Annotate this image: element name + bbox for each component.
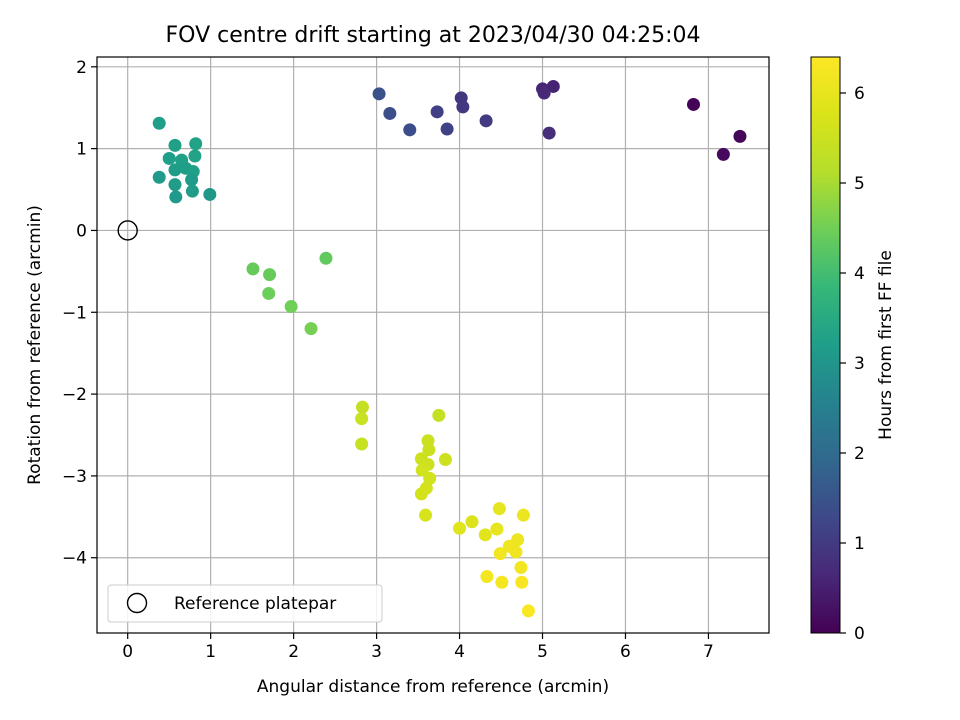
x-tick-label: 5 [537,642,548,662]
data-point [414,487,428,501]
data-point [493,547,507,561]
grid-lines [97,57,769,633]
data-point [516,508,530,522]
colorbar-tick-label: 1 [854,534,865,554]
data-point [262,286,276,300]
data-point [319,251,333,265]
data-point [438,453,452,467]
data-point [188,149,202,163]
colorbar-tick-label: 4 [854,264,865,284]
x-axis-label: Angular distance from reference (arcmin) [257,677,609,697]
data-point [422,443,436,457]
x-tick-label: 0 [122,642,133,662]
plot-frame [96,56,770,634]
data-point [542,126,556,140]
y-tick-label: −3 [62,467,87,487]
x-tick-label: 2 [288,642,299,662]
y-tick-label: 0 [76,221,87,241]
y-axis-label: Rotation from reference (arcmin) [25,205,45,485]
colorbar-tick-label: 2 [854,444,865,464]
data-point [355,412,369,426]
data-point [152,116,166,130]
data-point [169,190,183,204]
data-point [203,187,217,201]
data-point [430,105,444,119]
x-tick-label: 6 [620,642,631,662]
data-point [432,408,446,422]
data-point [355,400,369,414]
x-tick-label: 3 [371,642,382,662]
y-tick-label: −1 [62,303,87,323]
data-point [162,151,176,165]
data-point [304,322,318,336]
data-point [479,114,493,128]
data-point [246,262,260,276]
data-point [423,471,437,485]
colorbar-gradient [810,56,841,634]
y-axis-ticks: −4 −3 −2 −1 0 1 2 [62,58,97,569]
legend-label: Reference platepar [174,594,336,614]
data-point [189,137,203,151]
data-point [537,86,551,100]
data-point [509,545,523,559]
data-point [514,561,528,575]
x-tick-label: 4 [454,642,465,662]
colorbar-ticks: 0 1 2 3 4 5 6 [840,84,865,644]
data-point [495,575,509,589]
x-axis-ticks: 0 1 2 3 4 5 6 7 [122,633,714,662]
data-point [456,100,470,114]
data-point [168,163,182,177]
data-point [355,437,369,451]
x-tick-label: 1 [205,642,216,662]
y-tick-label: −2 [62,385,87,405]
colorbar: 0 1 2 3 4 5 6 Hours from first FF file [810,56,896,644]
data-point [185,184,199,198]
colorbar-label: Hours from first FF file [876,250,896,440]
data-point [185,173,199,187]
y-tick-label: 2 [76,58,87,78]
data-point [152,170,166,184]
chart-title: FOV centre drift starting at 2023/04/30 … [166,23,701,48]
data-point [478,528,492,542]
data-point [465,515,479,529]
data-point [419,508,433,522]
colorbar-tick-label: 6 [854,84,865,104]
data-point [263,268,277,282]
data-point [733,129,747,143]
data-point [716,147,730,161]
colorbar-tick-label: 5 [854,174,865,194]
data-point [168,178,182,192]
data-point [284,300,298,314]
colorbar-tick-label: 0 [854,624,865,644]
colorbar-tick-label: 3 [854,354,865,374]
data-point [546,79,560,93]
y-tick-label: −4 [62,549,87,569]
x-tick-label: 7 [703,642,714,662]
reference-point-marker [117,220,138,241]
data-point [168,138,182,152]
legend: Reference platepar [107,584,383,623]
data-point [492,502,506,516]
data-point [383,106,397,120]
legend-box [107,584,383,623]
data-point [687,97,701,111]
data-point [490,522,504,536]
data-point [440,122,454,136]
y-tick-label: 1 [76,140,87,160]
data-point [521,604,535,618]
data-point [480,570,494,584]
data-point [403,123,417,137]
data-point [453,521,467,535]
legend-reference-marker [126,592,148,614]
data-point [515,575,529,589]
scatter-points [152,79,747,618]
data-point [372,87,386,101]
